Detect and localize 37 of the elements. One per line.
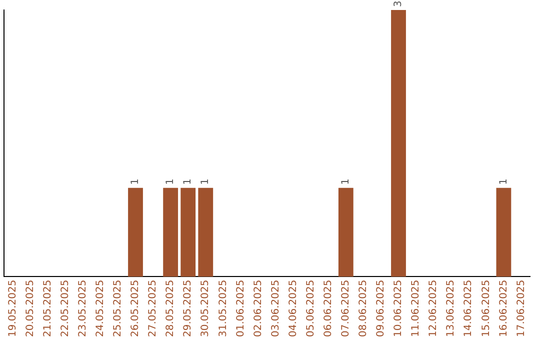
x-tick-label: 15.06.2025 [480, 280, 492, 338]
x-tick-label: 26.05.2025 [130, 280, 142, 338]
x-tick-label: 21.05.2025 [42, 280, 54, 338]
data-label: 1 [498, 178, 510, 185]
data-label: 3 [393, 0, 404, 7]
x-tick-label: 30.05.2025 [200, 280, 212, 338]
data-label: 1 [130, 178, 142, 185]
x-tick-label: 23.05.2025 [77, 280, 88, 338]
data-label: 1 [165, 178, 176, 185]
x-tick-label: 14.06.2025 [463, 280, 474, 338]
x-tick-label: 10.06.2025 [393, 280, 404, 338]
x-tick-label: 16.06.2025 [498, 280, 510, 338]
x-tick-label: 31.05.2025 [218, 280, 229, 338]
x-tick-label: 20.05.2025 [24, 280, 36, 338]
x-tick-label: 12.06.2025 [428, 280, 440, 338]
x-tick-label: 04.06.2025 [288, 280, 299, 338]
x-tick-label: 29.05.2025 [182, 280, 194, 338]
x-tick-label: 11.06.2025 [410, 280, 422, 338]
x-tick-label: 13.06.2025 [446, 280, 457, 338]
x-tick-label: 27.05.2025 [148, 280, 159, 338]
x-tick-label: 03.06.2025 [270, 280, 282, 338]
x-tick-label: 22.05.2025 [60, 280, 71, 338]
x-tick-label: 06.06.2025 [322, 280, 334, 338]
x-tick-label: 02.06.2025 [252, 280, 264, 338]
data-label: 1 [182, 178, 194, 185]
x-tick-label: 07.06.2025 [340, 280, 352, 338]
x-tick-label: 25.05.2025 [112, 280, 124, 338]
x-tick-label: 17.06.2025 [516, 280, 527, 338]
x-tick-label: 19.05.2025 [7, 280, 18, 338]
x-tick-label: 24.05.2025 [95, 280, 106, 338]
x-tick-label: 08.06.2025 [358, 280, 370, 338]
data-label: 1 [340, 178, 352, 185]
data-label: 1 [200, 178, 212, 185]
x-tick-label: 05.06.2025 [305, 280, 316, 338]
x-tick-label: 09.06.2025 [376, 280, 387, 338]
x-tick-label: 01.06.2025 [235, 280, 246, 338]
x-tick-label: 28.05.2025 [165, 280, 176, 338]
